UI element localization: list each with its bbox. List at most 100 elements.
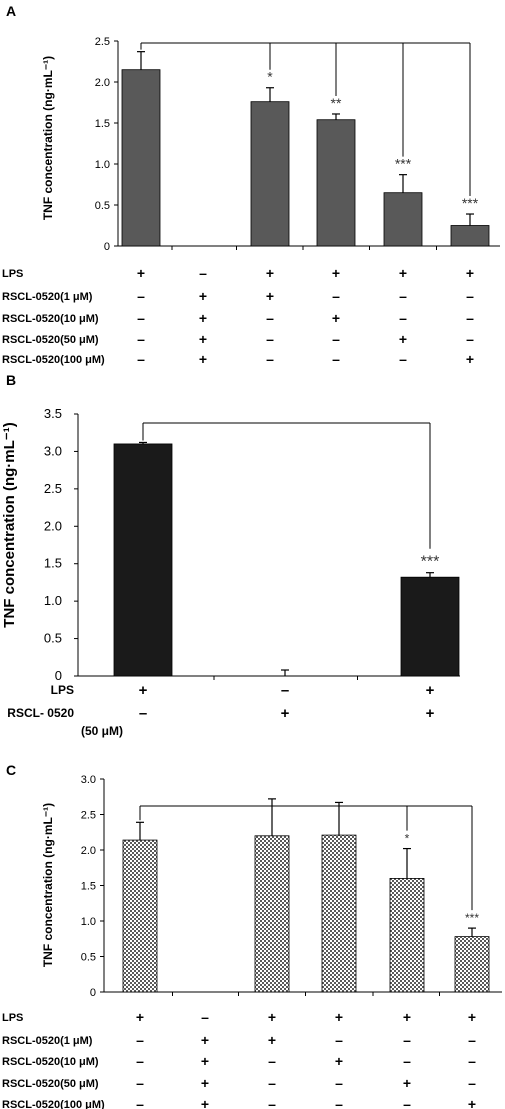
condition-mark: –: [268, 1096, 276, 1109]
condition-mark: –: [332, 351, 340, 367]
y-tick-label: 1.5: [95, 118, 110, 130]
y-tick-label: 1.0: [44, 593, 62, 608]
condition-mark: +: [399, 265, 407, 281]
condition-mark: +: [201, 1032, 209, 1048]
condition-mark: –: [136, 1053, 144, 1069]
bar: [389, 878, 425, 993]
condition-mark: +: [403, 1075, 411, 1091]
condition-mark: –: [137, 331, 145, 347]
condition-row-label: RSCL- 0520: [7, 706, 74, 720]
y-tick-label: 2.5: [81, 810, 96, 822]
condition-mark: –: [281, 682, 289, 699]
condition-mark: –: [137, 351, 145, 367]
condition-row-label: RSCL-0520(10 μM): [2, 1056, 99, 1068]
significance-marker: *: [405, 832, 410, 846]
condition-mark: –: [335, 1096, 343, 1109]
panel-b-condition-note: (50 μM): [81, 724, 123, 738]
condition-row-label: LPS: [2, 268, 23, 280]
panel-a-chart: A TNF concentration (ng·mL⁻¹) 0 0.5 1.0 1.5…: [2, 3, 500, 367]
y-tick-label: 0.5: [81, 952, 96, 964]
bar: [316, 119, 356, 247]
y-tick-label: 3.5: [44, 406, 62, 421]
significance-marker: ***: [395, 156, 412, 172]
y-tick-label: 0: [104, 241, 110, 253]
condition-mark: +: [332, 265, 340, 281]
condition-mark: –: [199, 265, 207, 281]
y-tick-label: 0.5: [44, 631, 62, 646]
condition-row-label: RSCL-0520(1 μM): [2, 1035, 93, 1047]
condition-mark: +: [466, 351, 474, 367]
condition-mark: –: [399, 351, 407, 367]
y-tick-label: 0: [55, 668, 62, 683]
condition-mark: +: [281, 705, 290, 722]
condition-mark: –: [136, 1032, 144, 1048]
significance-marker: ***: [462, 195, 479, 211]
condition-mark: –: [466, 310, 474, 326]
condition-mark: +: [399, 331, 407, 347]
bar: [321, 834, 357, 993]
condition-mark: –: [403, 1096, 411, 1109]
y-tick-label: 1.5: [81, 881, 96, 893]
condition-row-label: LPS: [2, 1012, 23, 1024]
condition-mark: –: [399, 288, 407, 304]
condition-mark: –: [468, 1075, 476, 1091]
condition-mark: –: [268, 1053, 276, 1069]
condition-mark: +: [199, 288, 207, 304]
condition-mark: +: [201, 1096, 209, 1109]
condition-mark: –: [268, 1075, 276, 1091]
y-tick-label: 3.0: [44, 443, 62, 458]
panel-b-y-axis-label: TNF concentration (ng·mL⁻¹): [1, 422, 18, 627]
condition-mark: +: [201, 1075, 209, 1091]
y-tick-label: 1.0: [95, 159, 110, 171]
bar: [454, 936, 490, 993]
condition-mark: –: [136, 1075, 144, 1091]
condition-mark: –: [399, 310, 407, 326]
condition-mark: +: [403, 1009, 411, 1025]
condition-mark: +: [335, 1053, 343, 1069]
condition-mark: +: [468, 1096, 476, 1109]
bar: [400, 576, 460, 677]
condition-mark: +: [199, 310, 207, 326]
condition-mark: +: [137, 265, 145, 281]
significance-marker: **: [331, 95, 342, 111]
condition-mark: +: [139, 682, 148, 699]
panel-b-label: B: [6, 372, 16, 388]
condition-mark: –: [201, 1009, 209, 1025]
condition-mark: –: [403, 1032, 411, 1048]
condition-mark: +: [266, 288, 274, 304]
condition-row-label: RSCL-0520(50 μM): [2, 334, 99, 346]
condition-mark: +: [426, 682, 435, 699]
condition-mark: +: [266, 265, 274, 281]
condition-mark: –: [403, 1053, 411, 1069]
y-tick-label: 3.0: [81, 774, 96, 786]
y-tick-label: 2.0: [44, 518, 62, 533]
condition-mark: –: [137, 310, 145, 326]
condition-mark: –: [266, 310, 274, 326]
condition-mark: +: [136, 1009, 144, 1025]
panel-a-label: A: [6, 3, 16, 19]
y-tick-label: 2.5: [95, 36, 110, 48]
condition-mark: +: [426, 705, 435, 722]
y-tick-label: 0: [90, 987, 96, 999]
condition-mark: –: [266, 331, 274, 347]
condition-mark: –: [468, 1032, 476, 1048]
y-tick-label: 2.5: [44, 481, 62, 496]
condition-mark: –: [139, 705, 147, 722]
condition-mark: +: [199, 351, 207, 367]
y-tick-label: 0.5: [95, 200, 110, 212]
bar: [122, 839, 158, 993]
y-tick-label: 2.0: [81, 845, 96, 857]
y-tick-label: 1.5: [44, 556, 62, 571]
condition-mark: –: [335, 1075, 343, 1091]
condition-mark: –: [335, 1032, 343, 1048]
significance-marker: ***: [465, 911, 479, 925]
condition-mark: –: [468, 1053, 476, 1069]
panel-a-y-axis-label: TNF concentration (ng·mL⁻¹): [41, 56, 55, 220]
condition-mark: –: [466, 288, 474, 304]
panel-c-y-axis-label: TNF concentration (ng·mL⁻¹): [41, 803, 55, 967]
condition-mark: +: [268, 1032, 276, 1048]
condition-mark: +: [201, 1053, 209, 1069]
bar: [121, 69, 161, 247]
condition-row-label: RSCL-0520(100 μM): [2, 1099, 105, 1109]
